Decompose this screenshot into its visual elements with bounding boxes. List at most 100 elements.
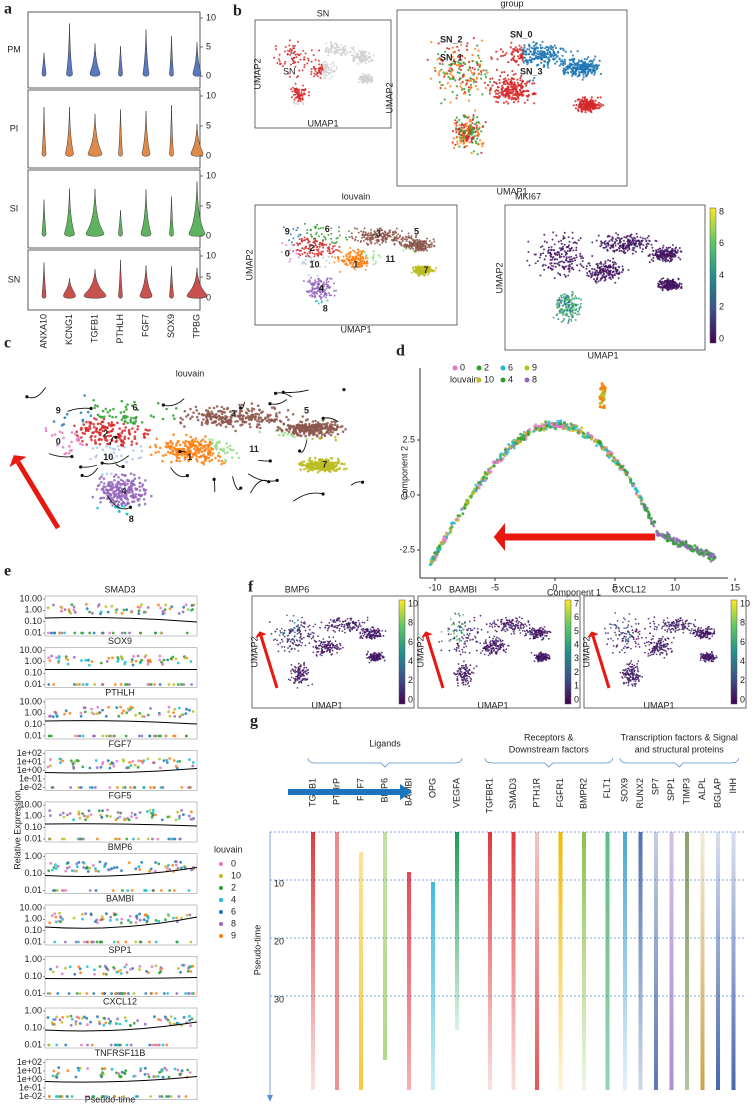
row-label: SI: [10, 203, 19, 213]
umap-point: [114, 415, 118, 419]
umap-point: [621, 265, 624, 268]
umap-point: [466, 116, 469, 119]
umap-point: [362, 60, 365, 63]
umap-point: [334, 50, 337, 53]
umap-point: [223, 452, 227, 455]
umap-point: [352, 46, 355, 49]
umap-points: [526, 231, 683, 324]
umap-point: [456, 94, 459, 97]
umap-point: [477, 72, 481, 75]
umap-point: [449, 85, 452, 88]
umap-point: [299, 53, 302, 56]
umap-point: [641, 250, 644, 253]
umap-point: [44, 429, 48, 433]
umap-point: [561, 59, 564, 62]
umap-point: [557, 240, 560, 243]
umap-point: [518, 44, 521, 47]
umap-point: [424, 245, 427, 248]
umap-point: [406, 238, 409, 241]
umap-point: [437, 72, 440, 75]
umap-point: [581, 78, 584, 81]
umap-point: [349, 46, 352, 49]
umap-point: [478, 127, 481, 130]
panel-label: a: [4, 1, 12, 18]
umap-point: [566, 250, 569, 252]
umap-point: [458, 67, 461, 70]
violin: [169, 196, 174, 237]
violin: [186, 267, 208, 299]
umap-point: [308, 243, 311, 246]
umap-point: [310, 68, 313, 70]
umap-point: [458, 130, 461, 134]
umap-point: [518, 84, 521, 87]
umap-point: [654, 254, 657, 256]
umap-point: [572, 104, 575, 107]
umap-point: [566, 302, 569, 305]
umap-point: [308, 91, 310, 94]
umap-point: [413, 239, 416, 242]
umap-point: [531, 53, 534, 56]
umap-point: [563, 300, 566, 303]
umap-point: [338, 250, 341, 253]
umap-point: [476, 116, 479, 119]
umap-point: [428, 246, 431, 249]
umap-point: [583, 64, 586, 67]
umap-point: [432, 269, 435, 272]
umap-point: [459, 62, 462, 65]
umap-point: [548, 56, 551, 59]
umap-point: [365, 59, 368, 62]
umap-point: [565, 259, 568, 261]
umap-point: [533, 76, 536, 80]
umap-point: [600, 105, 603, 108]
umap-point: [366, 77, 369, 80]
umap-point: [593, 66, 596, 69]
umap-point: [105, 439, 109, 442]
umap-point: [593, 73, 596, 76]
umap-point: [325, 243, 328, 246]
umap-point: [577, 310, 579, 313]
umap-point: [533, 44, 536, 48]
umap-point: [593, 268, 596, 271]
umap-point: [96, 422, 100, 426]
umap-point: [549, 251, 551, 254]
umap-point: [547, 246, 550, 249]
umap-point: [582, 76, 585, 79]
umap-point: [50, 434, 54, 437]
umap-point: [103, 415, 106, 419]
umap-point: [89, 414, 93, 418]
umap-point: [366, 238, 369, 241]
umap-point: [99, 501, 102, 504]
umap-point: [95, 446, 99, 450]
umap-point: [484, 121, 487, 124]
umap-point: [472, 37, 475, 40]
umap-point: [539, 52, 543, 55]
umap-point: [607, 259, 610, 262]
umap-point: [329, 69, 332, 72]
umap-point: [469, 125, 472, 128]
umap-point: [400, 230, 403, 232]
umap-point: [81, 443, 85, 447]
umap-point: [524, 90, 527, 93]
umap-point: [575, 249, 578, 252]
umap-point: [512, 77, 515, 80]
umap-point: [597, 101, 601, 104]
umap-point: [469, 88, 472, 91]
umap-point: [288, 75, 291, 78]
umap-point: [665, 248, 668, 251]
umap-point: [571, 74, 574, 77]
umap-point: [292, 237, 295, 240]
umap-point: [560, 308, 563, 310]
umap-point: [504, 82, 507, 86]
umap-point: [220, 459, 224, 463]
umap-point: [354, 251, 357, 254]
umap-point: [582, 266, 585, 269]
umap-point: [126, 421, 129, 425]
umap-point: [290, 63, 292, 66]
violin: [41, 107, 47, 157]
umap-point: [99, 422, 102, 426]
umap-point: [476, 77, 479, 80]
umap-point: [300, 249, 302, 252]
umap-point: [184, 439, 188, 443]
umap-point: [563, 293, 566, 296]
umap-point: [428, 244, 431, 247]
